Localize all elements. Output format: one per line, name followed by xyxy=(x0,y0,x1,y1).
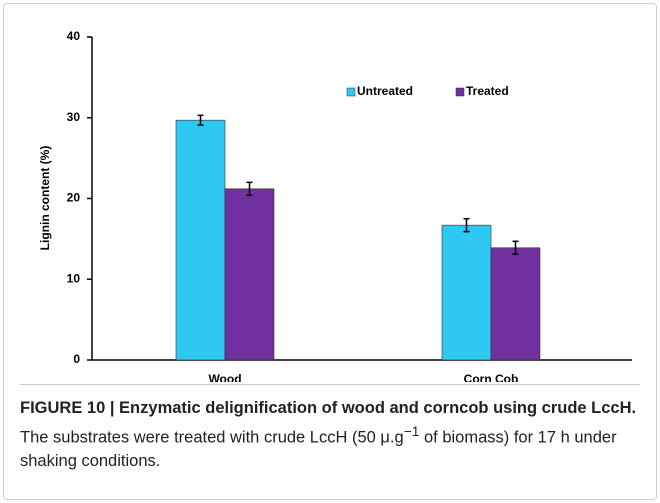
y-tick-label: 30 xyxy=(67,110,81,124)
chart: Lignin content (%) 0 10 20 30 40 Wood Corn Cob… xyxy=(38,29,632,382)
y-tick-label: 20 xyxy=(67,191,81,205)
caption-text: of biomass) for 17 h under shaking condi… xyxy=(20,428,617,470)
bar xyxy=(224,188,275,361)
bar xyxy=(441,224,492,361)
figure-frame xyxy=(3,3,657,500)
x-tick-label: Corn Cob xyxy=(464,372,519,382)
legend-swatch xyxy=(455,87,465,97)
error-bar xyxy=(512,240,519,255)
caption-superscript: −1 xyxy=(403,424,420,439)
y-tick-label: 40 xyxy=(67,29,81,43)
legend-swatch xyxy=(346,87,356,97)
caption: FIGURE 10 | Enzymatic delignification of… xyxy=(20,384,640,473)
error-bar xyxy=(197,114,204,126)
y-tick-label: 10 xyxy=(67,271,81,285)
bar xyxy=(175,119,226,361)
bar xyxy=(490,247,541,361)
y-tick-label: 0 xyxy=(73,352,80,366)
error-bar xyxy=(246,181,253,197)
y-axis-label: Lignin content (%) xyxy=(38,146,52,251)
error-bar xyxy=(463,217,470,233)
legend-label: Treated xyxy=(466,84,509,98)
x-tick-label: Wood xyxy=(208,372,241,382)
caption-text: The substrates were treated with crude L… xyxy=(20,428,404,447)
legend-label: Untreated xyxy=(357,84,413,98)
caption-label: FIGURE 10 | Enzymatic delignification of… xyxy=(20,399,637,417)
